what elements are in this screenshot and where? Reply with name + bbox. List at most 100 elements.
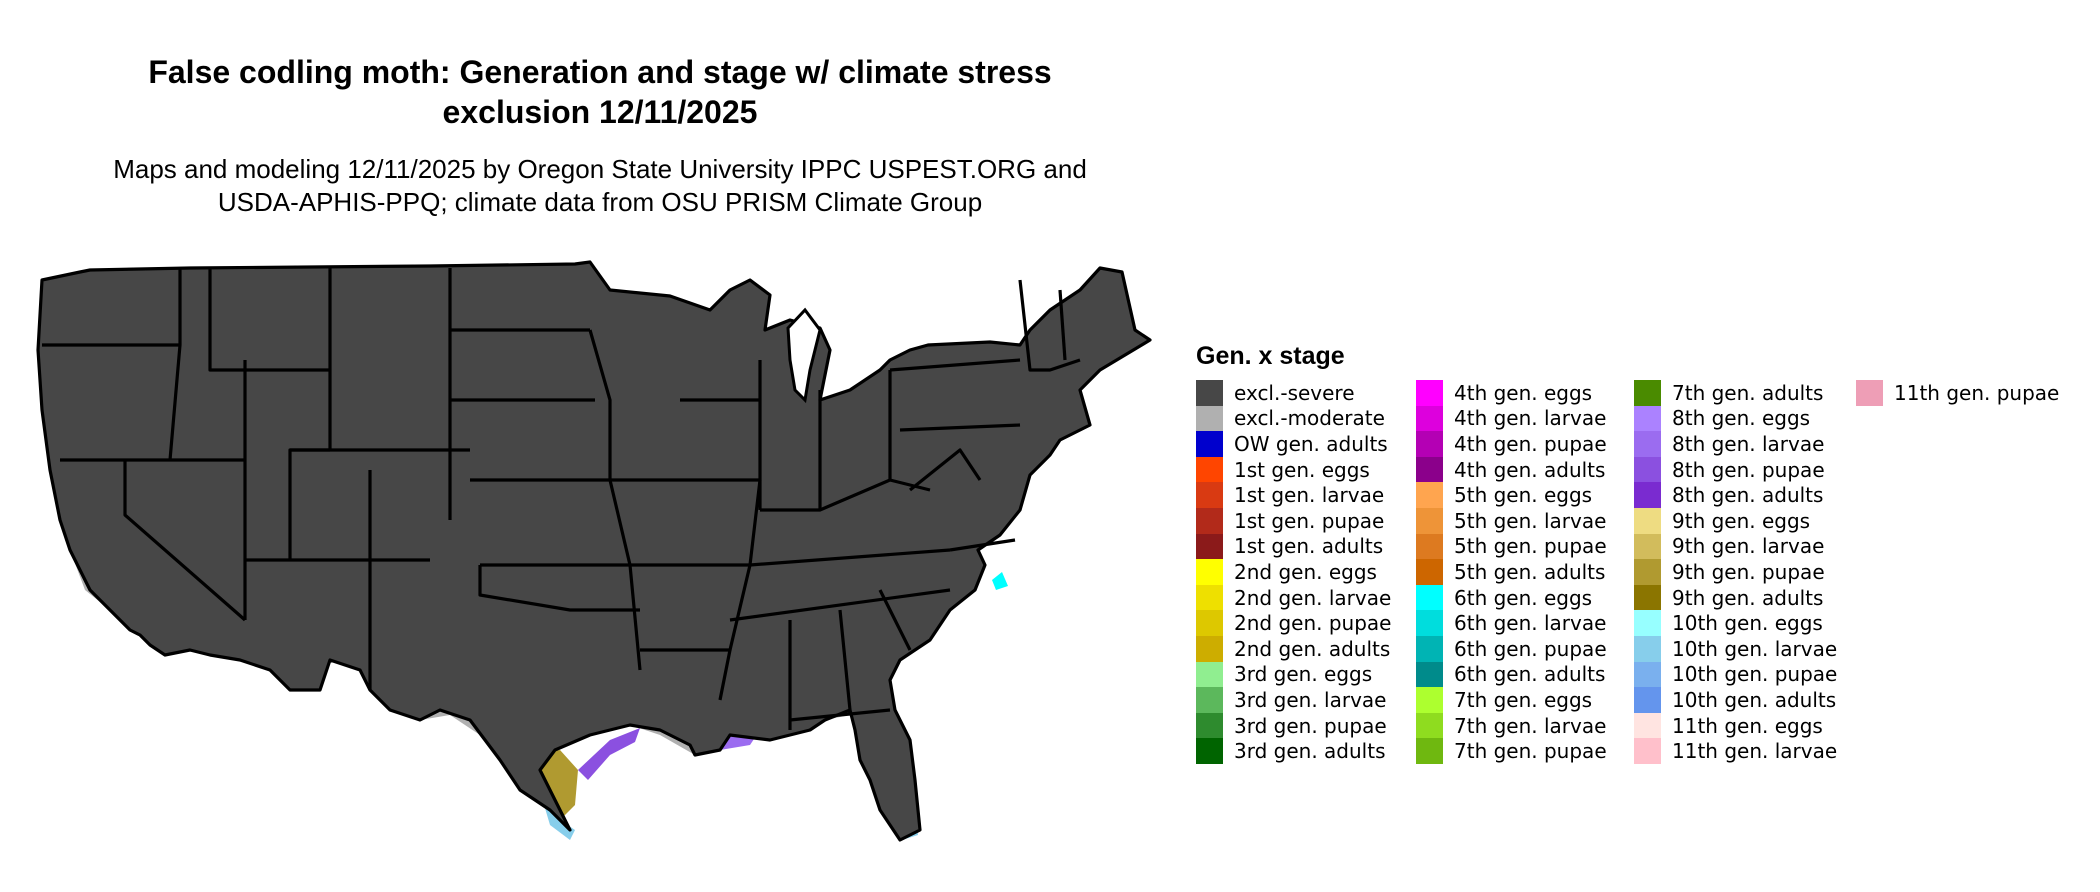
legend-swatch <box>1634 482 1661 508</box>
map-subtitle-line2: USDA-APHIS-PPQ; climate data from OSU PR… <box>217 187 983 217</box>
border-ga-sc <box>878 589 912 651</box>
legend-item: 6th gen. eggs <box>1416 584 1607 611</box>
legend-swatch <box>1416 456 1443 483</box>
legend-label: 3rd gen. pupae <box>1234 713 1387 738</box>
legend-item: 2nd gen. eggs <box>1196 559 1391 585</box>
legend-item: 1st gen. adults <box>1196 533 1391 560</box>
legend: excl.-severe excl.-moderate OW gen. adults… <box>1196 380 2086 770</box>
legend-swatch <box>1856 380 1883 406</box>
legend-swatch <box>1196 610 1223 636</box>
legend-item: 8th gen. pupae <box>1634 456 1837 483</box>
legend-item: 3rd gen. eggs <box>1196 661 1391 688</box>
legend-label: 7th gen. pupae <box>1454 739 1607 764</box>
legend-label: 9th gen. larvae <box>1672 534 1825 559</box>
legend-item: OW gen. adults <box>1196 431 1391 457</box>
legend-swatch <box>1196 687 1223 713</box>
legend-item: 11th gen. eggs <box>1634 712 1837 739</box>
legend-column: 7th gen. adults 8th gen. eggs 8th gen. lar… <box>1634 380 1837 764</box>
legend-label: 8th gen. larvae <box>1672 431 1825 456</box>
legend-swatch <box>1416 610 1443 636</box>
legend-label: 5th gen. eggs <box>1454 483 1593 508</box>
legend-item: 9th gen. larvae <box>1634 533 1837 560</box>
legend-item: 1st gen. larvae <box>1196 482 1391 508</box>
legend-swatch <box>1634 584 1661 611</box>
legend-item: 5th gen. pupae <box>1416 533 1607 560</box>
legend-swatch <box>1416 507 1443 534</box>
legend-item: 3rd gen. adults <box>1196 738 1391 764</box>
legend-label: excl.-moderate <box>1234 406 1385 431</box>
legend-label: 8th gen. pupae <box>1672 457 1825 482</box>
map-subtitle-line1: Maps and modeling 12/11/2025 by Oregon S… <box>113 154 1087 184</box>
legend-label: 3rd gen. larvae <box>1234 687 1387 712</box>
legend-swatch <box>1416 738 1443 764</box>
legend-label: 6th gen. eggs <box>1454 585 1593 610</box>
legend-swatch <box>1634 533 1661 560</box>
tx-coast-purple <box>578 728 640 780</box>
legend-label: 5th gen. adults <box>1454 559 1606 584</box>
legend-label: 10th gen. larvae <box>1672 636 1838 661</box>
legend-label: 7th gen. larvae <box>1454 713 1607 738</box>
border-al-ga <box>838 609 852 711</box>
legend-item: 7th gen. pupae <box>1416 738 1607 764</box>
legend-item: 8th gen. adults <box>1634 482 1837 508</box>
legend-swatch <box>1416 559 1443 585</box>
legend-item: 7th gen. adults <box>1634 380 1837 406</box>
legend-swatch <box>1416 533 1443 560</box>
legend-item: 2nd gen. larvae <box>1196 584 1391 611</box>
legend-label: 4th gen. larvae <box>1454 406 1607 431</box>
legend-item: 9th gen. eggs <box>1634 507 1837 534</box>
legend-swatch <box>1634 559 1661 585</box>
legend-title: Gen. x stage <box>1196 342 1345 370</box>
legend-item: 10th gen. adults <box>1634 687 1837 713</box>
us-map <box>36 260 1152 842</box>
legend-item: 3rd gen. larvae <box>1196 687 1391 713</box>
legend-label: 1st gen. larvae <box>1234 483 1385 508</box>
legend-label: 6th gen. larvae <box>1454 611 1607 636</box>
legend-label: 4th gen. pupae <box>1454 431 1607 456</box>
legend-swatch <box>1634 405 1661 432</box>
legend-item: 4th gen. larvae <box>1416 405 1607 432</box>
legend-item: 6th gen. adults <box>1416 661 1607 688</box>
legend-label: 10th gen. adults <box>1672 687 1837 712</box>
border-or-id <box>168 268 182 461</box>
border-ga-fl <box>789 708 891 722</box>
legend-label: 6th gen. pupae <box>1454 636 1607 661</box>
legend-swatch <box>1416 482 1443 508</box>
legend-item: 4th gen. eggs <box>1416 380 1607 406</box>
legend-label: 11th gen. pupae <box>1894 380 2060 405</box>
border-id-mt <box>208 268 330 372</box>
legend-swatch <box>1634 507 1661 534</box>
state-borders <box>36 260 1152 842</box>
legend-item: 10th gen. larvae <box>1634 635 1838 662</box>
legend-item: 9th gen. pupae <box>1634 559 1837 585</box>
map-title-line1: False codling moth: Generation and stage… <box>148 54 1052 90</box>
legend-column: 11th gen. pupae <box>1856 380 2059 406</box>
legend-swatch <box>1416 431 1443 457</box>
legend-swatch <box>1416 661 1443 688</box>
legend-label: 11th gen. eggs <box>1672 713 1823 738</box>
legend-swatch <box>1634 610 1661 636</box>
legend-label: 5th gen. pupae <box>1454 534 1607 559</box>
legend-label: 7th gen. adults <box>1672 380 1824 405</box>
legend-swatch <box>1196 431 1223 457</box>
legend-item: 10th gen. pupae <box>1634 661 1837 688</box>
legend-swatch <box>1196 533 1223 560</box>
legend-swatch <box>1634 635 1661 662</box>
legend-item: excl.-moderate <box>1196 405 1391 432</box>
legend-item: 11th gen. larvae <box>1634 738 1837 764</box>
legend-item: 10th gen. eggs <box>1634 610 1837 636</box>
legend-label: 9th gen. pupae <box>1672 559 1825 584</box>
legend-label: 1st gen. pupae <box>1234 508 1385 533</box>
legend-column: 4th gen. eggs 4th gen. larvae 4th gen. pup… <box>1416 380 1607 764</box>
map-title: False codling moth: Generation and stage… <box>40 52 1160 132</box>
legend-label: 4th gen. adults <box>1454 457 1606 482</box>
border-pa-md <box>899 423 1021 432</box>
legend-swatch <box>1634 661 1661 688</box>
legend-swatch <box>1196 738 1223 764</box>
border-va-wv <box>909 448 982 492</box>
legend-item: 9th gen. adults <box>1634 584 1837 611</box>
legend-item: 5th gen. larvae <box>1416 507 1607 534</box>
legend-swatch <box>1634 431 1661 457</box>
legend-item: excl.-severe <box>1196 380 1391 406</box>
legend-label: 2nd gen. adults <box>1234 636 1391 661</box>
